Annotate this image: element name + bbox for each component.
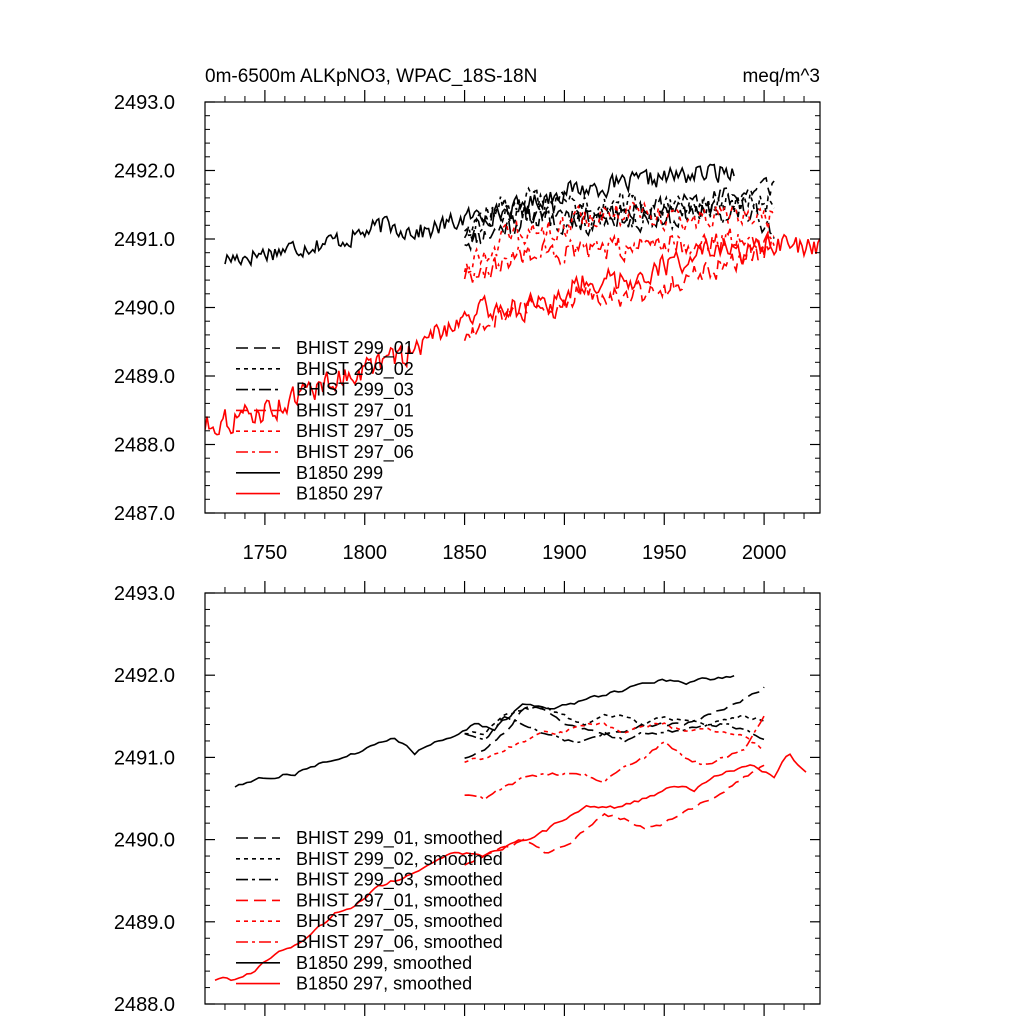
series-line-1 <box>464 185 775 237</box>
legend-label: BHIST 297_01, smoothed <box>296 890 503 911</box>
series-line-2 <box>464 715 765 744</box>
series-line-4 <box>463 200 775 274</box>
legend-label: BHIST 297_01 <box>296 400 414 421</box>
series-line-6 <box>234 675 735 788</box>
series-line-2 <box>463 196 775 243</box>
y-tick-label: 2493.0 <box>114 583 175 605</box>
y-tick-label: 2489.0 <box>114 912 175 934</box>
plot-frame <box>204 592 821 1005</box>
legend-label: BHIST 297_05, smoothed <box>296 911 503 932</box>
top-panel: 2487.0 2488.0 2489.0 2490.0 2491.0 2492.0 2493… <box>114 90 821 564</box>
y-tick-label: 2492.0 <box>114 161 175 183</box>
series-line-3 <box>464 764 765 866</box>
y-tick-label: 2490.0 <box>114 298 175 320</box>
y-tick-label: 2491.0 <box>114 229 175 251</box>
x-tick-label: 1800 <box>342 542 387 564</box>
legend-label: B1850 299, smoothed <box>296 953 472 973</box>
legend-label: BHIST 297_06 <box>296 442 414 463</box>
y-tick-label: 2488.0 <box>114 994 175 1016</box>
x-tick-label: 1900 <box>542 542 587 564</box>
legend-label: BHIST 299_01, smoothed <box>296 828 503 849</box>
y-tick-label: 2490.0 <box>114 830 175 852</box>
legend-label: BHIST 297_05 <box>296 421 414 442</box>
bottom-panel: 2488.0 2489.0 2490.0 2491.0 2492.0 2493.0 BHIS… <box>114 581 821 1016</box>
y-tick-label: 2492.0 <box>114 665 175 687</box>
series-group <box>214 675 807 982</box>
series-group <box>205 163 820 436</box>
legend-label: BHIST 297_06, smoothed <box>296 932 503 953</box>
x-tick-label: 1950 <box>642 542 687 564</box>
series-line-6 <box>224 163 735 268</box>
legend-label: B1850 299 <box>296 463 383 483</box>
x-tick-label: 1850 <box>442 542 487 564</box>
y-tick-label: 2493.0 <box>114 92 175 114</box>
legend-label: B1850 297, smoothed <box>296 974 472 994</box>
x-tick-label: 1750 <box>243 542 288 564</box>
legend-label: BHIST 299_02 <box>296 359 414 380</box>
series-line-7 <box>205 232 820 436</box>
series-line-5 <box>463 228 775 283</box>
y-tick-label: 2491.0 <box>114 747 175 769</box>
legend-label: BHIST 299_01 <box>296 338 414 359</box>
y-tick-label: 2488.0 <box>114 435 175 457</box>
legend-label: BHIST 299_03, smoothed <box>296 870 503 891</box>
series-line-7 <box>214 753 807 982</box>
series-line-5 <box>464 715 765 801</box>
legend-label: BHIST 299_02, smoothed <box>296 849 503 870</box>
units-label: meq/m^3 <box>742 66 820 87</box>
x-tick-label: 2000 <box>742 542 787 564</box>
series-line-0 <box>464 176 775 253</box>
legend-label: BHIST 299_03 <box>296 380 414 401</box>
chart-title: 0m-6500m ALKpNO3, WPAC_18S-18N <box>205 66 537 87</box>
y-tick-label: 2487.0 <box>114 503 175 525</box>
series-line-3 <box>463 235 775 342</box>
legend-label: B1850 297 <box>296 484 383 504</box>
y-tick-label: 2489.0 <box>114 366 175 388</box>
